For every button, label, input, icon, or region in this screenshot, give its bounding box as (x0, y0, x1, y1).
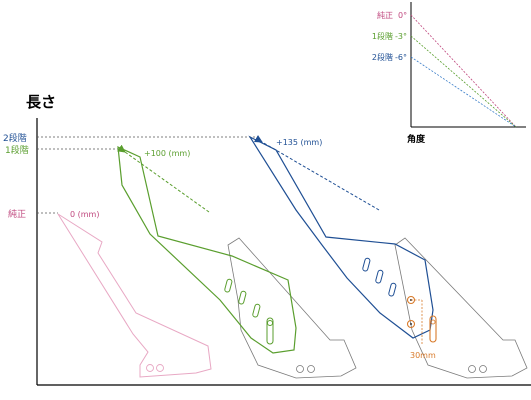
stage2-offset-slot (429, 315, 437, 343)
stage1-mount-hole (267, 320, 273, 326)
level-label-stock: 純正 (8, 208, 26, 220)
stage2-slot-1 (362, 257, 371, 272)
stage1-slot-2 (238, 290, 247, 305)
stage1-mount-slot (266, 317, 274, 345)
angle-row-stock-name: 純正 (377, 10, 393, 20)
stage2-offset-slot-hole (430, 319, 436, 325)
stock-guard-hole-2 (156, 364, 164, 372)
stage2-guard-assembly: 30mm +135 (mm) (248, 135, 528, 379)
angle-chart-x-title: 角度 (407, 133, 426, 145)
stage1-stock-shadow-outline (227, 237, 357, 379)
angle-row-stage1-name: 1段階 (372, 31, 393, 41)
stage2-mount-hole-bottom (406, 319, 416, 329)
stage1-guard-outline (117, 146, 297, 354)
angle-line-stock (410, 14, 517, 128)
stage2-guard-outline (248, 135, 434, 339)
angle-line-stage2 (410, 56, 517, 128)
stock-guard: 0 (mm) (57, 210, 212, 378)
stage2-shadow-hole-1 (468, 365, 476, 373)
angle-line-stage1 (410, 35, 517, 128)
stock-guard-outline (57, 213, 212, 378)
stage1-extension-arrow (116, 144, 210, 213)
stock-length-label: 0 (mm) (70, 210, 99, 219)
stage2-mount-hole-bottom-dot (410, 323, 412, 325)
stage2-slot-2 (375, 269, 384, 284)
stage1-guard-assembly: +100 (mm) (116, 144, 357, 379)
level-label-stage2: 2段階 (3, 132, 27, 144)
angle-chart: 純正 0° 1段階 -3° 2段階 -6° 角度 (372, 2, 526, 145)
stage1-length-label: +100 (mm) (144, 149, 190, 158)
stage1-shadow-hole-2 (307, 365, 315, 373)
stage1-slot-1 (224, 278, 233, 293)
angle-row-stage1-angle: -3° (395, 32, 407, 41)
main-chart: 長さ 2段階 1段階 純正 (3, 93, 531, 386)
stage1-slot-3 (252, 303, 261, 318)
angle-row-stage2-angle: -6° (395, 53, 407, 62)
angle-row-stage2-name: 2段階 (372, 52, 393, 62)
main-chart-y-title: 長さ (26, 93, 56, 111)
stage2-shadow-hole-2 (479, 365, 487, 373)
stage2-slot-3 (388, 282, 397, 297)
stage1-shadow-hole-1 (296, 365, 304, 373)
angle-row-stock-angle: 0° (398, 11, 407, 20)
stock-guard-hole-1 (146, 364, 154, 372)
stage2-extension-arrow (253, 135, 380, 211)
stage2-length-label: +135 (mm) (276, 138, 322, 147)
level-label-stage1: 1段階 (5, 144, 29, 156)
offset-length-label: 30mm (410, 351, 436, 360)
stage2-stock-shadow-outline (394, 237, 528, 379)
